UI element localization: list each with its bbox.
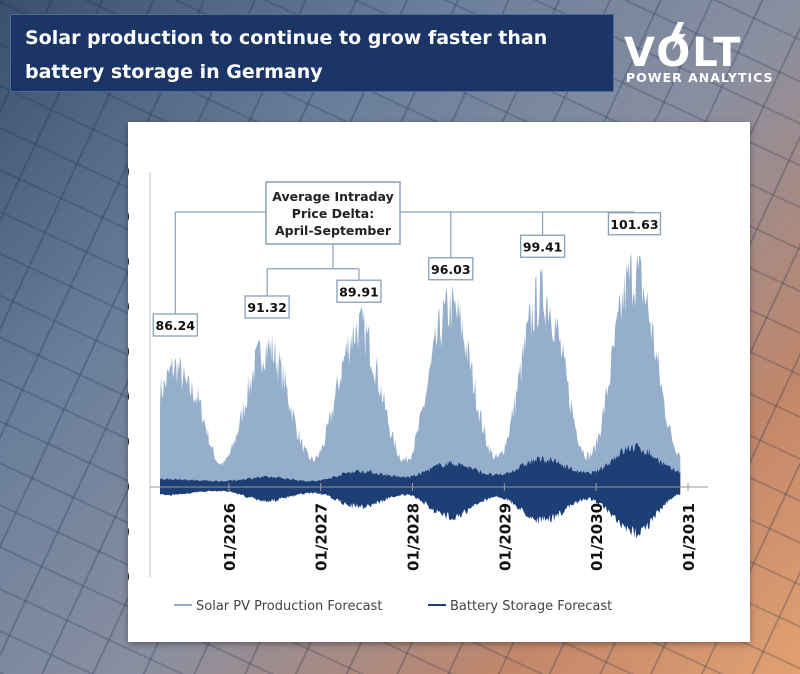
- value-label: 99.41: [523, 239, 563, 254]
- lightning-bolt-icon: [670, 22, 686, 50]
- chart-card: -40-20020406080100120140GWh 01/202601/20…: [66, 122, 750, 642]
- legend: Solar PV Production Forecast Battery Stor…: [174, 599, 612, 614]
- chart: -40-20020406080100120140GWh 01/202601/20…: [66, 163, 708, 614]
- title-line-2: battery storage in Germany: [25, 61, 323, 83]
- y-tick-label: -40: [128, 568, 130, 586]
- y-tick-label: 20: [128, 433, 130, 451]
- value-label-box: [607, 212, 662, 236]
- y-axis: -40-20020406080100120140GWh: [66, 163, 151, 586]
- series-solar: [160, 253, 681, 487]
- y-tick-label: 100: [128, 253, 130, 271]
- y-tick-label: 60: [128, 343, 130, 361]
- y-tick-label: -20: [128, 523, 130, 541]
- value-label-box: [152, 313, 198, 337]
- x-tick-label: 01/2030: [588, 503, 606, 571]
- x-tick-label: 01/2029: [496, 503, 514, 571]
- value-label: 91.32: [247, 300, 287, 315]
- legend-label: Solar PV Production Forecast: [196, 599, 382, 614]
- series-battery: [160, 442, 681, 539]
- value-label-box: [519, 234, 566, 258]
- x-tick-label: 01/2028: [405, 503, 423, 571]
- callout-text: Price Delta:: [292, 206, 374, 221]
- callout-text: Average Intraday: [272, 189, 394, 204]
- callouts: 86.24 91.32 89.91 96.03 99.41 101.63 Average I…: [152, 181, 662, 337]
- y-tick-label: 0: [128, 478, 130, 496]
- x-tick-label: 01/2027: [313, 503, 331, 571]
- y-tick-label: 140: [128, 163, 130, 181]
- value-label: 89.91: [339, 284, 379, 299]
- value-label-box: [428, 257, 474, 281]
- title-line-1: Solar production to continue to grow fas…: [25, 27, 548, 49]
- volt-logo: VOLT POWER ANALYTICS: [624, 22, 774, 85]
- y-tick-label: 80: [128, 298, 130, 316]
- page-title: Solar production to continue to grow fas…: [10, 14, 614, 92]
- value-label: 96.03: [431, 262, 471, 277]
- y-tick-label: 120: [128, 208, 130, 226]
- callout-box: [265, 181, 401, 245]
- value-label: 101.63: [610, 217, 658, 232]
- value-label: 86.24: [156, 318, 196, 333]
- logo-subtitle: POWER ANALYTICS: [626, 70, 774, 85]
- value-label-box: [336, 279, 382, 303]
- x-tick-label: 01/2026: [221, 503, 239, 571]
- legend-label: Battery Storage Forecast: [450, 599, 612, 614]
- solar-area: [160, 253, 681, 487]
- x-axis: 01/2026 01/2027 01/2028 01/2029 01/2030 01/20…: [150, 483, 708, 571]
- value-label-box: [244, 295, 290, 319]
- y-tick-label: 40: [128, 388, 130, 406]
- x-tick-label: 01/2031: [680, 503, 698, 571]
- battery-area: [160, 442, 681, 539]
- callout-text: April-September: [275, 223, 392, 238]
